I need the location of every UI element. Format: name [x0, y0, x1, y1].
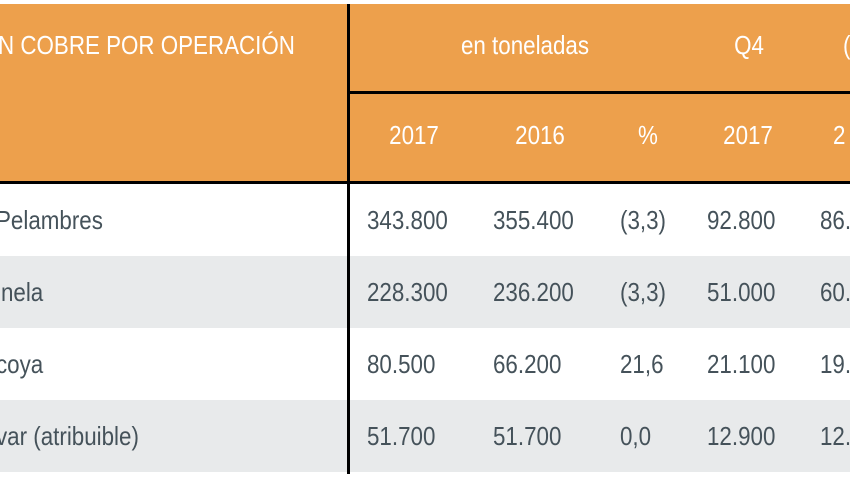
col-header-2017: 2017 [389, 120, 439, 150]
table-row: inela 228.300 236.200 (3,3) 51.000 60. [0, 256, 850, 328]
row-label: coya [0, 349, 44, 379]
cell-q4-2016: 86. [820, 205, 850, 235]
header-bottom-rule [0, 181, 850, 184]
cell-2016: 66.200 [493, 349, 562, 379]
cell-q4-2016: 19. [820, 349, 850, 379]
header-divider [349, 91, 850, 94]
cell-2016: 355.400 [493, 205, 574, 235]
cell-q4-2016: 60. [820, 277, 850, 307]
cell-q4-2017: 92.800 [707, 205, 776, 235]
col-header-q4-2016: 2 [833, 120, 846, 150]
table-title: N COBRE POR OPERACIÓN [0, 30, 295, 60]
cell-2016: 51.700 [493, 421, 562, 451]
cell-pct: 21,6 [620, 349, 664, 379]
cell-q4-2016: 12. [820, 421, 850, 451]
cell-2017: 228.300 [367, 277, 448, 307]
cell-2017: 343.800 [367, 205, 448, 235]
row-label: Pelambres [0, 205, 103, 235]
cell-pct: 0,0 [620, 421, 652, 451]
group-header-partial: ( [843, 30, 850, 60]
row-label: inela [0, 277, 44, 307]
cell-q4-2017: 51.000 [707, 277, 776, 307]
cell-2016: 236.200 [493, 277, 574, 307]
group-header-tonnes: en toneladas [460, 30, 590, 60]
row-label: var (atribuible) [0, 421, 139, 451]
cell-q4-2017: 21.100 [707, 349, 776, 379]
table-row: coya 80.500 66.200 21,6 21.100 19. [0, 328, 850, 400]
group-header-q4: Q4 [734, 30, 764, 60]
table-row: Pelambres 343.800 355.400 (3,3) 92.800 8… [0, 184, 850, 256]
col-header-q4-2017: 2017 [723, 120, 773, 150]
table-row: var (atribuible) 51.700 51.700 0,0 12.90… [0, 400, 850, 472]
col-header-pct: % [638, 120, 658, 150]
cell-q4-2017: 12.900 [707, 421, 776, 451]
col-header-2016: 2016 [515, 120, 565, 150]
cell-pct: (3,3) [620, 277, 666, 307]
cell-pct: (3,3) [620, 205, 666, 235]
cell-2017: 51.700 [367, 421, 436, 451]
column-divider [347, 4, 350, 474]
cell-2017: 80.500 [367, 349, 436, 379]
